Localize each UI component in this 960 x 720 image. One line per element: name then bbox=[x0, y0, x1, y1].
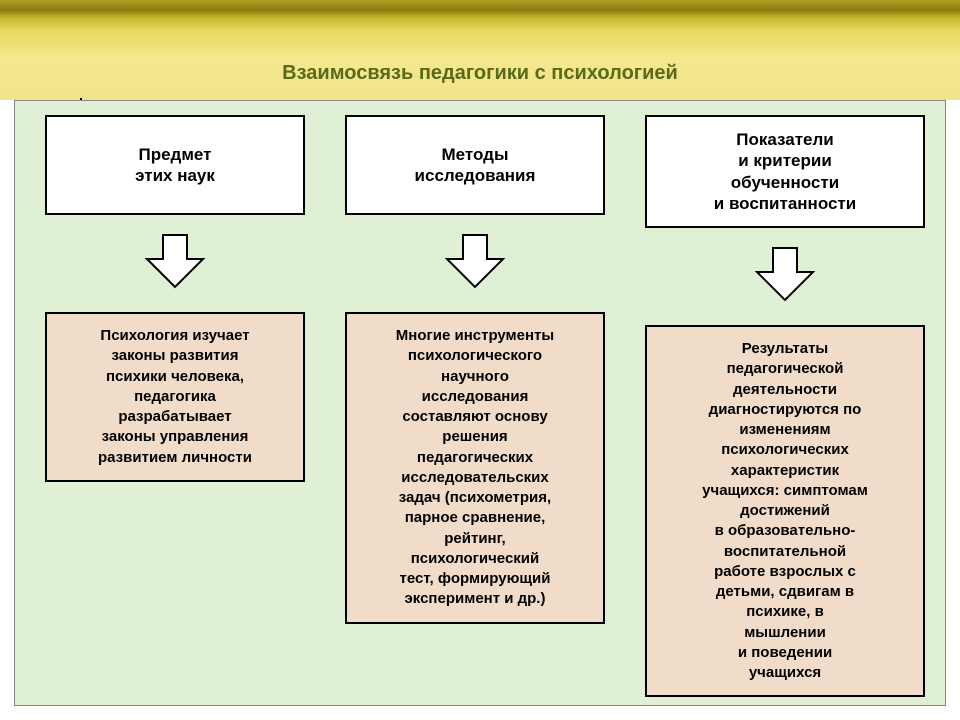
column-1: Методы исследования Многие инструменты п… bbox=[345, 115, 605, 705]
arrow-1 bbox=[443, 233, 507, 294]
page-title: Взаимосвязь педагогики с психологией bbox=[0, 62, 960, 85]
arrow-2 bbox=[753, 246, 817, 307]
down-arrow-icon bbox=[443, 233, 507, 289]
column-2: Показатели и критерии обученности и восп… bbox=[645, 115, 925, 705]
down-arrow-icon bbox=[143, 233, 207, 289]
bottom-box-1: Многие инструменты психологического науч… bbox=[345, 312, 605, 624]
top-box-0: Предмет этих наук bbox=[45, 115, 305, 215]
columns-container: Предмет этих наук Психология изучает зак… bbox=[15, 101, 945, 705]
top-box-2: Показатели и критерии обученности и восп… bbox=[645, 115, 925, 228]
top-box-1: Методы исследования bbox=[345, 115, 605, 215]
column-0: Предмет этих наук Психология изучает зак… bbox=[45, 115, 305, 705]
down-arrow-icon bbox=[753, 246, 817, 302]
arrow-0 bbox=[143, 233, 207, 294]
header-band bbox=[0, 0, 960, 100]
diagram-canvas: Предмет этих наук Психология изучает зак… bbox=[14, 100, 946, 706]
bottom-box-2: Результаты педагогической деятельности д… bbox=[645, 325, 925, 697]
bottom-box-0: Психология изучает законы развития психи… bbox=[45, 312, 305, 482]
